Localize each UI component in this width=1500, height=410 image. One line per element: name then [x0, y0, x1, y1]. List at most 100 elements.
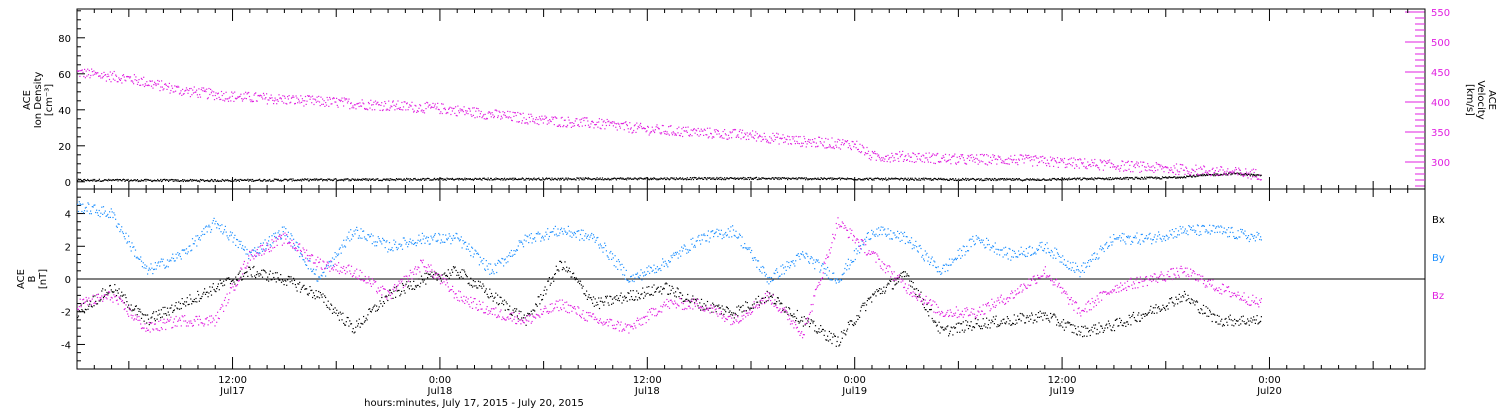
- velocity-point: [1043, 157, 1045, 159]
- density-point: [625, 178, 627, 180]
- field-point-bx: [126, 301, 128, 303]
- velocity-point: [716, 133, 718, 135]
- field-point-bx: [719, 307, 721, 309]
- density-point: [289, 178, 291, 180]
- density-point: [909, 179, 911, 181]
- velocity-point: [730, 132, 732, 134]
- density-tick-label: 60: [58, 70, 71, 81]
- field-point-bx: [1247, 318, 1249, 320]
- field-point-by: [433, 236, 435, 238]
- density-point: [435, 179, 437, 181]
- velocity-point: [1008, 163, 1010, 165]
- field-point-by: [239, 243, 241, 245]
- density-point: [182, 180, 184, 183]
- field-point-bx: [796, 309, 798, 312]
- field-point-bx: [1137, 314, 1139, 316]
- field-point-bx: [373, 305, 375, 307]
- velocity-point: [448, 108, 450, 110]
- velocity-point: [427, 106, 429, 108]
- field-point-by: [332, 264, 334, 266]
- velocity-point: [1038, 161, 1040, 164]
- field-point-by: [395, 241, 397, 243]
- velocity-point: [1151, 166, 1153, 168]
- density-point: [972, 177, 974, 180]
- density-point: [466, 178, 468, 180]
- field-point-bx: [943, 329, 945, 331]
- velocity-point: [153, 84, 155, 86]
- density-point: [650, 178, 653, 181]
- velocity-point: [307, 95, 309, 97]
- density-point: [550, 179, 552, 181]
- density-point: [220, 180, 222, 182]
- velocity-point: [965, 163, 967, 165]
- velocity-point: [766, 141, 768, 143]
- density-point: [402, 179, 405, 181]
- density-point: [77, 180, 79, 182]
- field-point-bx: [193, 298, 195, 301]
- field-point-by: [133, 246, 135, 248]
- field-point-bx: [413, 280, 415, 282]
- density-point: [1042, 178, 1044, 180]
- velocity-point: [305, 103, 307, 105]
- field-point-bx: [1027, 316, 1029, 319]
- field-point-bx: [655, 288, 658, 290]
- field-point-bx: [523, 314, 525, 316]
- density-point: [803, 177, 805, 179]
- velocity-point: [87, 74, 90, 76]
- velocity-point: [685, 126, 687, 128]
- density-point: [170, 179, 172, 181]
- density-point: [1255, 175, 1257, 177]
- field-point-bx: [1252, 319, 1254, 321]
- density-point: [1000, 178, 1002, 180]
- density-point: [396, 178, 398, 180]
- field-point-bx: [187, 304, 189, 306]
- field-point-bx: [770, 295, 772, 297]
- field-point-bx: [1009, 320, 1011, 322]
- field-point-bx: [456, 274, 458, 276]
- density-point: [1026, 178, 1028, 180]
- density-point: [856, 179, 858, 181]
- velocity-point: [259, 95, 261, 97]
- field-point-bx: [591, 299, 593, 301]
- velocity-point: [359, 102, 361, 104]
- velocity-point: [1102, 161, 1104, 163]
- field-point-bx: [559, 260, 561, 262]
- velocity-point: [762, 138, 765, 140]
- velocity-point: [449, 106, 451, 108]
- velocity-point: [1235, 167, 1237, 169]
- density-point: [1184, 177, 1186, 179]
- density-point: [295, 179, 297, 181]
- density-point: [457, 177, 459, 180]
- density-point: [598, 178, 600, 180]
- velocity-point: [175, 90, 177, 92]
- density-point: [367, 179, 370, 182]
- velocity-point: [314, 98, 316, 100]
- velocity-point: [784, 141, 786, 143]
- velocity-point: [94, 71, 97, 74]
- density-point: [1067, 179, 1069, 181]
- field-point-by: [305, 264, 307, 266]
- field-point-by: [268, 240, 270, 242]
- field-point-bx: [1135, 320, 1137, 322]
- density-point: [320, 178, 322, 180]
- velocity-point: [629, 122, 631, 124]
- density-point: [448, 178, 450, 180]
- velocity-point: [763, 132, 765, 134]
- density-point: [1044, 179, 1046, 181]
- velocity-point: [1214, 170, 1216, 172]
- density-point: [649, 178, 651, 180]
- field-point-bx: [306, 288, 308, 290]
- density-point: [562, 177, 564, 179]
- field-point-by: [84, 207, 86, 209]
- density-point: [545, 178, 547, 180]
- velocity-point: [311, 95, 314, 97]
- field-point-by: [447, 237, 449, 239]
- field-point-bx: [895, 283, 897, 285]
- velocity-point: [595, 123, 597, 126]
- field-point-by: [267, 243, 269, 245]
- density-point: [467, 178, 469, 180]
- density-point: [580, 178, 583, 180]
- velocity-point: [1137, 164, 1139, 166]
- velocity-point: [598, 118, 600, 120]
- velocity-point: [955, 162, 957, 164]
